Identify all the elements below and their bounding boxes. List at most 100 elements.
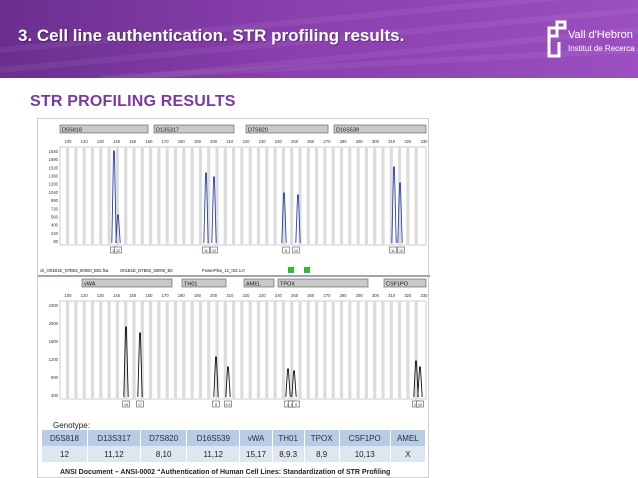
genotype-value-d7s820: 8,10 (140, 446, 188, 462)
allele-bin (66, 147, 70, 245)
x-tick-label: 140 (113, 139, 121, 144)
allele-bin (99, 301, 103, 399)
allele-bin (281, 301, 285, 399)
allele-call-box (114, 246, 122, 254)
allele-bin (414, 147, 418, 245)
marker-label: AMEL (246, 282, 261, 288)
x-tick-label: 210 (226, 293, 234, 298)
allele-bin (381, 301, 385, 399)
genotype-table: D5S818 D13S317 D7S820 D16S539 vWA TH01 TPOX CSF… (42, 430, 427, 462)
x-tick-label: 310 (388, 139, 396, 144)
allele-bin (190, 301, 194, 399)
slide-title: 3. Cell line authentication. STR profili… (18, 26, 405, 45)
y-tick-label: 720 (51, 206, 59, 211)
allele-bin (381, 147, 385, 245)
x-tick-label: 120 (81, 139, 89, 144)
allele-bin (107, 147, 111, 245)
x-tick-label: 320 (404, 139, 412, 144)
peak-trace (417, 366, 423, 398)
peak-trace (123, 326, 129, 398)
allele-call-label: 11 (112, 249, 116, 253)
allele-bin (173, 301, 178, 399)
x-tick-label: 250 (291, 139, 299, 144)
x-tick-label: 290 (356, 139, 364, 144)
peak-trace (397, 182, 403, 244)
x-tick-label: 210 (226, 139, 234, 144)
allele-call-label: 12 (212, 249, 216, 253)
run-file-label: ck_O01B1E_NTB02_50000_B02.fsa (40, 268, 109, 273)
x-tick-label: 260 (307, 139, 315, 144)
allele-call-label: 8 (291, 403, 293, 407)
genotype-header-row: D5S818 D13S317 D7S820 D16S539 vWA TH01 TPOX CSF… (42, 430, 427, 446)
y-tick-label: 400 (51, 223, 59, 228)
allele-bin (74, 147, 78, 245)
allele-bin (198, 147, 202, 245)
allele-bin (373, 147, 377, 245)
header-banner: 3. Cell line authentication. STR profili… (0, 0, 638, 78)
allele-bin (99, 147, 103, 245)
allele-call-label: 8 (215, 403, 217, 407)
allele-bin (140, 147, 144, 245)
allele-bin (115, 147, 119, 245)
allele-call-label: 9.3 (226, 403, 231, 407)
x-tick-label: 160 (145, 293, 153, 298)
marker-bar (81, 278, 173, 288)
y-tick-label: 1200 (49, 182, 59, 187)
x-tick-label: 250 (291, 293, 299, 298)
allele-call-label: 12 (116, 249, 120, 253)
marker-bar (333, 124, 427, 134)
allele-call-box (282, 246, 290, 254)
genotype-value-amel: X (390, 446, 427, 462)
allele-bin (364, 147, 368, 245)
allele-bin (132, 147, 136, 245)
allele-bin (82, 147, 86, 245)
marker-bar (153, 124, 235, 134)
peak-trace (285, 368, 291, 398)
allele-bin (165, 147, 169, 245)
x-tick-label: 180 (178, 293, 186, 298)
status-indicator (304, 267, 310, 273)
marker-bar (59, 124, 149, 134)
x-tick-label: 200 (210, 139, 218, 144)
allele-bin (323, 147, 327, 245)
allele-bin (273, 301, 277, 399)
allele-bin (74, 301, 78, 399)
marker-bar (383, 278, 427, 288)
allele-bin (82, 301, 86, 399)
allele-bin (132, 301, 136, 399)
allele-call-label: 13 (418, 403, 422, 407)
peak-trace (213, 356, 219, 398)
y-tick-label: 1040 (49, 190, 59, 195)
marker-label: TH01 (184, 282, 197, 288)
allele-bin (215, 147, 219, 245)
logo-subtitle: Institut de Recerca (568, 44, 635, 53)
x-tick-label: 100 (65, 139, 73, 144)
allele-call-box (416, 400, 424, 408)
allele-call-box (292, 400, 300, 408)
allele-bin (331, 147, 335, 245)
allele-bin (182, 147, 186, 245)
x-tick-label: 240 (275, 139, 283, 144)
marker-label: CSF1PO (386, 282, 409, 288)
allele-bin (256, 147, 261, 245)
genotype-label: Genotype: (53, 421, 90, 430)
allele-bin (240, 147, 244, 245)
electropherogram-bottom: ck_O01B1E_NTB02_50000_B02.fsa O01B1E_NTB0… (38, 267, 430, 408)
x-tick-label: 290 (356, 293, 364, 298)
y-tick-label: 800 (51, 375, 59, 380)
x-tick-label: 260 (307, 293, 315, 298)
y-tick-label: 400 (51, 393, 59, 398)
allele-bin (339, 301, 344, 399)
genotype-value-csf1po: 10,13 (339, 446, 391, 462)
allele-bin (107, 301, 111, 399)
marker-label: TPOX (280, 282, 295, 288)
genotype-header-vwa: vWA (239, 430, 273, 446)
run-panel-label: PowerPlex_12_IS2.1.0 (202, 268, 245, 273)
allele-bin (190, 147, 194, 245)
allele-call-box (122, 400, 130, 408)
genotype-value-d13s317: 11,12 (87, 446, 142, 462)
allele-bin (207, 147, 211, 245)
y-tick-label: 560 (51, 214, 59, 219)
genotype-value-d16s539: 11,12 (186, 446, 241, 462)
genotype-value-tpox: 8,9 (304, 446, 340, 462)
